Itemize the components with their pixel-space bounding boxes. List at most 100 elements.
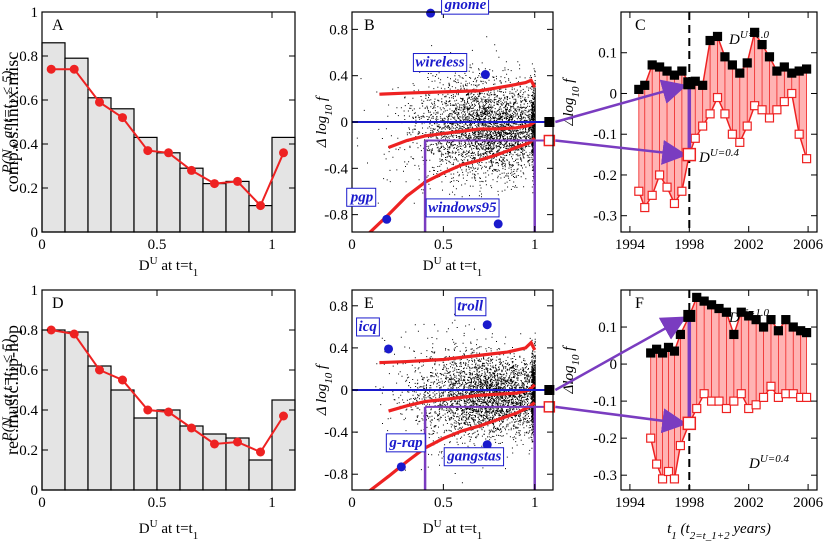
series-marker-1 [802,64,812,74]
y-tick-label: 0.8 [19,49,38,65]
y-tick-label: 1 [31,283,39,299]
y-tick-label: 0.6 [19,363,38,379]
y-tick-label: 0.1 [598,320,617,336]
series-marker-1 [794,66,804,76]
y-tick-label: 1 [31,5,39,21]
x-axis-label: DU at t=t1 [423,518,482,542]
series-marker-2 [721,403,732,414]
highlight-du04 [682,147,697,162]
seed-label-box [412,53,468,73]
prob-point [118,113,127,123]
x-tick-label: 1994 [615,495,646,511]
series-marker-2 [744,403,754,414]
hist-bar [156,152,181,233]
y-tick-label: -0.1 [593,127,617,143]
series-marker-2 [634,186,644,196]
series-marker-1 [640,80,650,90]
x-tick-label: 1 [531,237,539,253]
panel-letter: F [635,295,644,312]
series-marker-2 [699,389,709,399]
svg-text:Δ log10 f: Δ log10 f [314,95,335,148]
panel-letter: B [364,17,375,34]
panel-letter: A [52,17,64,34]
series-marker-2 [669,198,680,209]
seed-label-box [454,297,487,317]
x-tick-label: 1 [531,495,539,511]
series-marker-2 [720,109,730,119]
series-marker-1 [764,52,775,62]
series-marker-1 [669,346,680,356]
x-axis-label: DU at t=t1 [139,255,198,279]
prob-point [69,329,79,339]
prob-point [210,179,219,189]
prob-point [279,148,288,158]
series-marker-1 [729,329,739,340]
series-marker-1 [647,60,657,70]
label-du1: DU=1.0 [728,307,769,326]
link-arrow-du1 [554,316,687,392]
seed-label-box [346,187,377,207]
seed-label-box [356,317,380,337]
label-du04: DU=0.4 [698,147,739,166]
y-axis-label: P(Nw at t=t2 ≤ 5) [0,71,21,175]
prob-point [69,64,79,74]
y-tick-label: 0.2 [19,443,38,459]
scatter-cloud [355,313,537,490]
hist-bar [179,425,204,491]
link-arrow-du1 [555,79,688,124]
x-tick-label: 1994 [615,237,646,253]
x-tick-label: 2002 [734,495,764,511]
row-label-1: comp.os.linux.misc [2,52,22,193]
series-marker-1 [742,58,752,68]
seed-point [480,70,490,80]
hist-bar [87,365,112,491]
x-tick-label: 2006 [793,495,824,511]
series-marker-2 [736,389,746,399]
series-marker-1 [766,315,776,325]
svg-text:Δ log10 f: Δ log10 f [314,363,335,416]
median-percentile-curve [387,120,536,149]
series-marker-1 [779,62,789,72]
series-marker-1 [655,62,665,72]
series-marker-1 [781,315,791,325]
series-marker-2 [751,400,761,410]
svg-text:P(Nw at t=t2 ≤ 5): P(Nw at t=t2 ≤ 5) [0,71,21,175]
prob-point [256,201,265,211]
x-tick-label: 0 [348,237,356,253]
y-axis-label: Δlog10 f [561,345,582,395]
prob-point [143,405,153,415]
x-tick-label: 1 [268,237,276,253]
seed-label-pgp: pgp [349,189,374,205]
upper-percentile-curve [379,78,537,96]
seed-label-wireless: wireless [415,55,464,71]
series-marker-1 [669,70,680,80]
y-tick-label: 0.6 [19,93,38,109]
series-marker-2 [757,105,767,115]
series-marker-1 [758,322,769,332]
series-marker-2 [773,392,783,403]
seed-point [382,214,392,224]
x-tick-label: 1998 [674,495,704,511]
series-marker-2 [663,466,674,477]
series-marker-1 [705,35,715,46]
x-tick-label: 0 [38,237,46,253]
series-marker-2 [727,129,737,139]
series-marker-1 [720,52,730,62]
highlight-du1 [683,309,696,322]
prob-point [233,437,242,447]
y-tick-label: 0 [31,483,39,499]
series-marker-1 [662,66,672,76]
series-marker-1 [772,66,782,76]
y-tick-label: 0 [610,86,618,102]
seed-point [384,344,394,354]
hist-bar [133,417,158,491]
x-tick-label: 0 [38,495,46,511]
series-marker-1 [727,60,737,70]
series-marker-2 [662,182,672,192]
upper-percentile-curve [379,339,537,365]
x-tick-label: 0.5 [148,237,167,253]
highlight-du04 [682,416,697,431]
series-marker-2 [802,154,812,164]
